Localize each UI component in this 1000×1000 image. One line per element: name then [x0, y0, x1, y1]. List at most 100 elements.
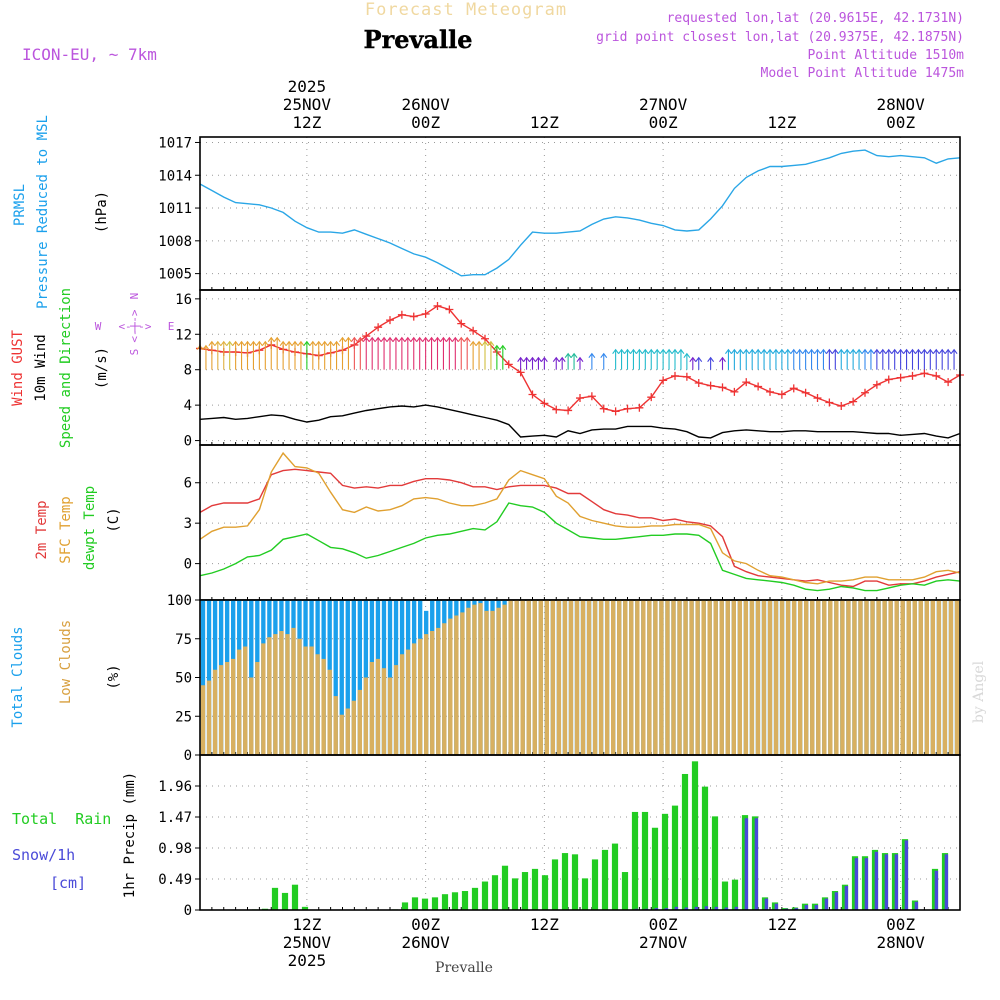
- time-label-top: 2025: [288, 77, 327, 96]
- low-cloud-bar: [659, 600, 664, 755]
- model-altitude: Model Point Altitude 1475m: [761, 66, 965, 81]
- low-cloud-bar: [797, 600, 803, 755]
- low-cloud-bar: [635, 600, 640, 755]
- low-cloud-bar: [936, 600, 942, 755]
- wind-direction-arrowhead: [558, 356, 566, 363]
- snow-bar: [764, 898, 769, 910]
- requested-coords: requested lon,lat (20.9615E, 42.1731N): [667, 11, 964, 26]
- low-cloud-bar: [894, 600, 899, 755]
- sfc-label: SFC Temp: [58, 496, 74, 563]
- y-tick-label: 1.47: [158, 810, 192, 826]
- low-cloud-bar: [701, 600, 706, 755]
- rain-bar: [561, 853, 569, 910]
- gust-marker: [599, 404, 608, 413]
- wind-label: Wind GUST 10m Wind Speed and Direction (…: [10, 288, 174, 448]
- rain-bar: [621, 872, 629, 910]
- low-cloud-bar: [562, 600, 568, 755]
- wind-direction-arrowhead: [416, 336, 424, 343]
- wind-direction-arrowhead: [226, 340, 234, 347]
- rain-bar: [511, 878, 519, 910]
- wind-direction-arrowhead: [368, 336, 376, 343]
- low-cloud-bar: [725, 600, 730, 755]
- rain-bar: [411, 897, 419, 910]
- wind-direction-arrowhead: [493, 344, 501, 351]
- wind-direction-arrowhead: [249, 340, 257, 347]
- low-cloud-bar: [695, 600, 700, 755]
- gust-marker: [445, 305, 454, 314]
- clouds-label: Total Clouds Low Clouds (%): [10, 620, 122, 728]
- series-line: [199, 149, 961, 277]
- low-cloud-bar: [942, 600, 948, 755]
- low-cloud-bar: [405, 649, 411, 755]
- gust-marker: [397, 310, 406, 319]
- time-label-bottom: 00Z: [649, 915, 678, 934]
- rain-bar: [471, 887, 479, 910]
- low-cloud-bar: [490, 610, 495, 755]
- wind-direction-arrowhead: [232, 340, 240, 347]
- snow-bar: [794, 908, 799, 910]
- snow-bar: [704, 906, 709, 910]
- rain-bar: [441, 894, 449, 910]
- compass-rose: N <-|-> S W <-|-> E: [95, 293, 175, 356]
- gust-marker: [706, 381, 715, 390]
- rain-bar: [601, 849, 609, 910]
- wind-direction-arrowhead: [909, 348, 916, 355]
- gust-marker: [742, 378, 751, 387]
- low-cloud-bar: [846, 600, 851, 755]
- low-cloud-bar: [297, 638, 302, 755]
- snow-bar: [834, 892, 839, 910]
- low-cloud-bar: [743, 600, 749, 755]
- wind-direction-arrowhead: [570, 352, 578, 359]
- wind-direction-arrowhead: [339, 336, 346, 343]
- low-cloud-bar: [224, 662, 230, 755]
- wind-direction-arrowhead: [926, 348, 934, 355]
- model-label: ICON-EU, ~ 7km: [22, 45, 157, 64]
- rain-bar: [401, 902, 409, 910]
- wind-direction-arrowhead: [315, 340, 323, 347]
- low-cloud-bar: [339, 714, 344, 755]
- time-label-bottom: 2025: [288, 951, 327, 970]
- wind-direction-arrowhead: [790, 348, 798, 355]
- t2m-label: 2m Temp: [34, 500, 50, 559]
- low-cloud-bar: [303, 646, 308, 755]
- compass-w: W: [95, 320, 102, 333]
- wind-direction-arrowhead: [285, 340, 293, 347]
- low-cloud-bar: [351, 700, 356, 755]
- point-altitude: Point Altitude 1510m: [807, 48, 964, 63]
- c-label: (C): [106, 507, 122, 532]
- low-cloud-bar: [900, 600, 905, 755]
- rain-bar: [661, 813, 669, 910]
- time-label-top: 28NOV: [877, 95, 926, 114]
- rain-bar: [631, 811, 639, 910]
- rain-bar: [571, 854, 579, 910]
- rain-bar: [421, 898, 429, 910]
- gust-marker: [647, 393, 656, 402]
- compass-horizontal-arrow: <-|->: [118, 320, 151, 333]
- low-cloud-bar: [707, 600, 712, 755]
- low-cloud-bar: [291, 627, 296, 755]
- wind-direction-arrowhead: [760, 348, 768, 355]
- snow-bar: [724, 907, 729, 910]
- gust-marker: [789, 384, 798, 393]
- gust-marker: [421, 309, 430, 318]
- gust-marker: [433, 301, 442, 310]
- pressure-reduced-label: Pressure Reduced to MSL: [35, 115, 51, 309]
- wind-direction-arrowhead: [457, 336, 465, 343]
- wind-direction-arrowhead: [428, 336, 436, 343]
- low-cloud-bar: [538, 600, 543, 755]
- gust-marker: [801, 388, 810, 397]
- gust-marker: [671, 371, 679, 380]
- wind-direction-arrowhead: [445, 336, 453, 343]
- wind-direction-arrowhead: [392, 336, 400, 343]
- low-cloud-bar: [870, 600, 875, 755]
- y-tick-label: 0.49: [158, 872, 192, 888]
- ms-label: (m/s): [94, 347, 110, 389]
- rain-bar: [551, 859, 559, 910]
- wind-direction-arrowhead: [487, 340, 495, 347]
- wind-direction-arrowhead: [796, 348, 804, 355]
- wind-direction-arrowhead: [273, 336, 281, 343]
- low-cloud-bar: [285, 634, 290, 755]
- wind-panel: 0 4 8 12 16: [175, 289, 964, 450]
- low-cloud-bar: [417, 638, 423, 755]
- wind-direction-arrowhead: [707, 356, 715, 363]
